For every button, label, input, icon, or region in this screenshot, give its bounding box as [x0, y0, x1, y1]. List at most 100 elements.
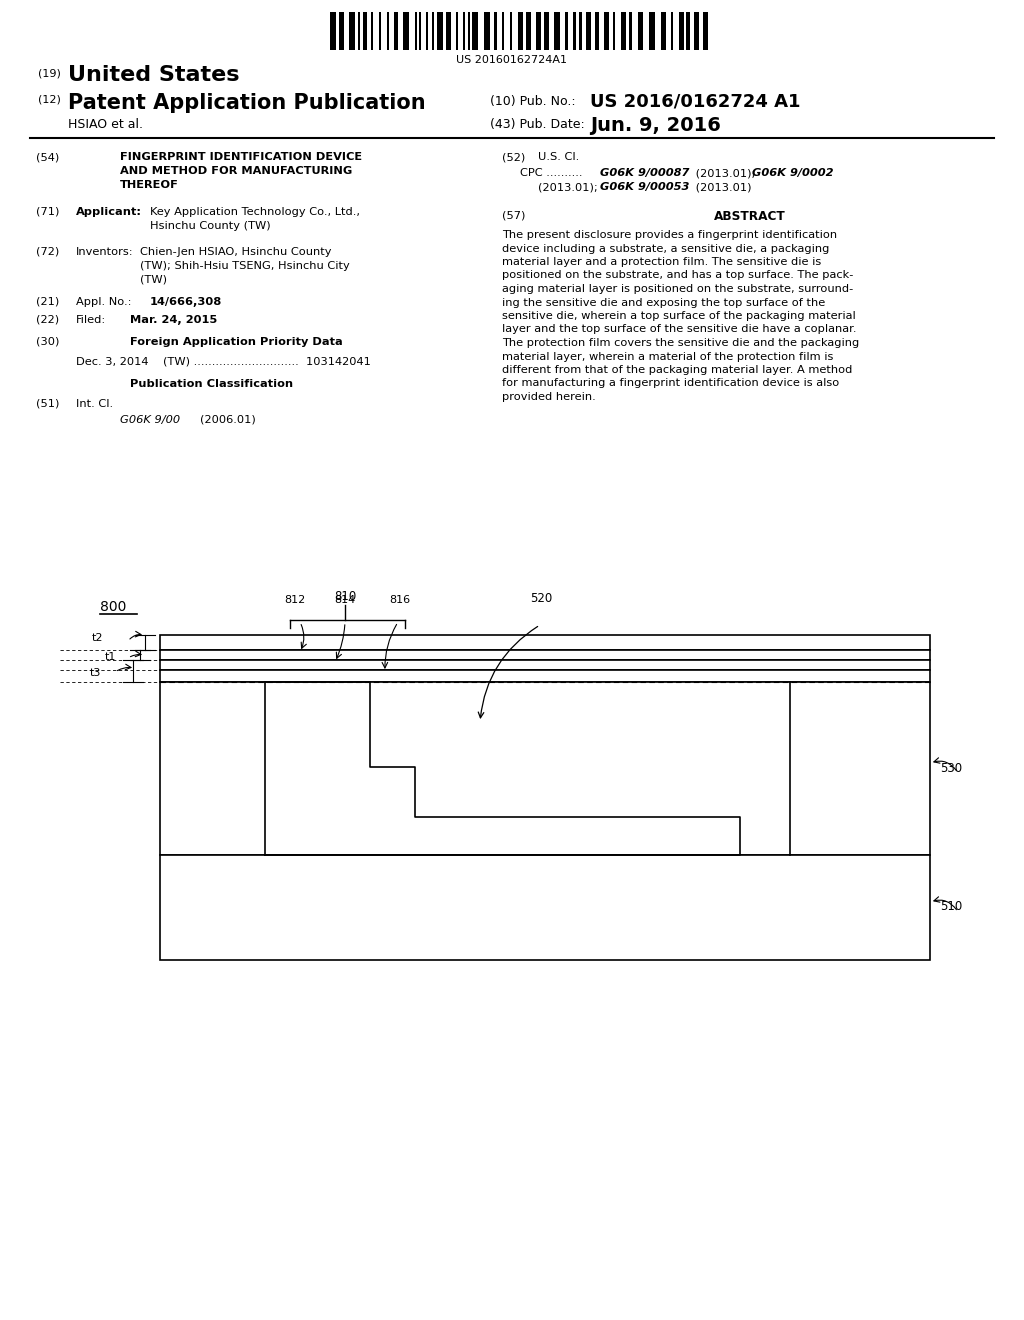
Text: THEREOF: THEREOF [120, 180, 179, 190]
Text: (2006.01): (2006.01) [200, 414, 256, 425]
Text: Chien-Jen HSIAO, Hsinchu County: Chien-Jen HSIAO, Hsinchu County [140, 247, 332, 257]
Bar [160, 671, 930, 682]
Bar [339, 12, 344, 50]
Text: AND METHOD FOR MANUFACTURING: AND METHOD FOR MANUFACTURING [120, 166, 352, 176]
Text: 800: 800 [100, 601, 126, 614]
Text: US 20160162724A1: US 20160162724A1 [457, 55, 567, 65]
Text: HSIAO et al.: HSIAO et al. [68, 117, 143, 131]
Text: US 2016/0162724 A1: US 2016/0162724 A1 [590, 92, 801, 111]
Bar [649, 12, 655, 50]
Bar [432, 12, 434, 50]
Text: 814: 814 [335, 595, 355, 605]
Bar [472, 12, 478, 50]
Text: Hsinchu County (TW): Hsinchu County (TW) [150, 220, 270, 231]
Bar [494, 12, 497, 50]
Bar [394, 12, 398, 50]
Bar [536, 12, 541, 50]
Text: t3: t3 [90, 668, 101, 678]
Bar [484, 12, 490, 50]
Bar [613, 12, 615, 50]
Bar [379, 12, 381, 50]
Text: (TW); Shih-Hsiu TSENG, Hsinchu City: (TW); Shih-Hsiu TSENG, Hsinchu City [140, 261, 350, 271]
Text: t1: t1 [105, 652, 117, 663]
Text: ABSTRACT: ABSTRACT [714, 210, 785, 223]
Text: 14/666,308: 14/666,308 [150, 297, 222, 308]
Text: U.S. Cl.: U.S. Cl. [538, 152, 580, 162]
Bar [426, 12, 428, 50]
Text: G06K 9/0002: G06K 9/0002 [752, 168, 834, 178]
Bar [703, 12, 708, 50]
Text: 520: 520 [530, 591, 552, 605]
Bar [694, 12, 699, 50]
Bar [638, 12, 643, 50]
Text: The present disclosure provides a fingerprint identification: The present disclosure provides a finger… [502, 230, 838, 240]
Bar [160, 682, 930, 855]
Text: The protection film covers the sensitive die and the packaging: The protection film covers the sensitive… [502, 338, 859, 348]
Bar [415, 12, 417, 50]
Bar [362, 12, 367, 50]
Bar [358, 12, 360, 50]
Bar [565, 12, 568, 50]
Bar [573, 12, 575, 50]
Text: United States: United States [68, 65, 240, 84]
Bar [526, 12, 531, 50]
Bar [403, 12, 409, 50]
Text: (10) Pub. No.:: (10) Pub. No.: [490, 95, 575, 108]
Text: (19): (19) [38, 69, 60, 78]
Bar [387, 12, 389, 50]
Text: 510: 510 [940, 900, 963, 913]
Text: (43) Pub. Date:: (43) Pub. Date: [490, 117, 585, 131]
Bar [671, 12, 673, 50]
Bar [437, 12, 443, 50]
Text: 810: 810 [334, 590, 356, 603]
Text: different from that of the packaging material layer. A method: different from that of the packaging mat… [502, 366, 852, 375]
Bar [595, 12, 599, 50]
Text: (22): (22) [36, 315, 59, 325]
Text: (51): (51) [36, 399, 59, 409]
Bar [330, 12, 336, 50]
Bar [686, 12, 690, 50]
Bar [662, 12, 666, 50]
Bar [160, 649, 930, 660]
Text: Filed:: Filed: [76, 315, 106, 325]
Text: material layer and a protection film. The sensitive die is: material layer and a protection film. Th… [502, 257, 821, 267]
Text: Applicant:: Applicant: [76, 207, 142, 216]
Text: sensitive die, wherein a top surface of the packaging material: sensitive die, wherein a top surface of … [502, 312, 856, 321]
Text: CPC ..........: CPC .......... [520, 168, 583, 178]
Bar [160, 855, 930, 960]
Bar [579, 12, 582, 50]
Text: material layer, wherein a material of the protection film is: material layer, wherein a material of th… [502, 351, 834, 362]
Text: Appl. No.:: Appl. No.: [76, 297, 131, 308]
Text: t2: t2 [92, 634, 103, 643]
Text: Jun. 9, 2016: Jun. 9, 2016 [590, 116, 721, 135]
Bar [510, 12, 512, 50]
Text: (52): (52) [502, 152, 525, 162]
Text: (54): (54) [36, 152, 59, 162]
Text: 530: 530 [940, 762, 963, 775]
Text: FINGERPRINT IDENTIFICATION DEVICE: FINGERPRINT IDENTIFICATION DEVICE [120, 152, 362, 162]
Bar [468, 12, 470, 50]
Text: 812: 812 [285, 595, 305, 605]
Text: (TW): (TW) [140, 275, 167, 285]
Bar [518, 12, 523, 50]
Text: (57): (57) [502, 210, 525, 220]
Bar [502, 12, 504, 50]
Text: (72): (72) [36, 247, 59, 257]
Bar [160, 635, 930, 649]
Bar [456, 12, 458, 50]
Text: Inventors:: Inventors: [76, 247, 133, 257]
Text: for manufacturing a fingerprint identification device is also: for manufacturing a fingerprint identifi… [502, 379, 840, 388]
Bar [679, 12, 684, 50]
Text: (30): (30) [36, 337, 59, 347]
Text: Patent Application Publication: Patent Application Publication [68, 92, 426, 114]
Bar [604, 12, 609, 50]
Text: (12): (12) [38, 95, 60, 106]
Bar [349, 12, 355, 50]
Text: Mar. 24, 2015: Mar. 24, 2015 [130, 315, 217, 325]
Bar [463, 12, 465, 50]
Bar [554, 12, 560, 50]
Text: (21): (21) [36, 297, 59, 308]
Text: G06K 9/00087: G06K 9/00087 [600, 168, 689, 178]
Text: G06K 9/00053: G06K 9/00053 [600, 182, 689, 191]
Text: Dec. 3, 2014    (TW) .............................  103142041: Dec. 3, 2014 (TW) ......................… [76, 356, 371, 367]
